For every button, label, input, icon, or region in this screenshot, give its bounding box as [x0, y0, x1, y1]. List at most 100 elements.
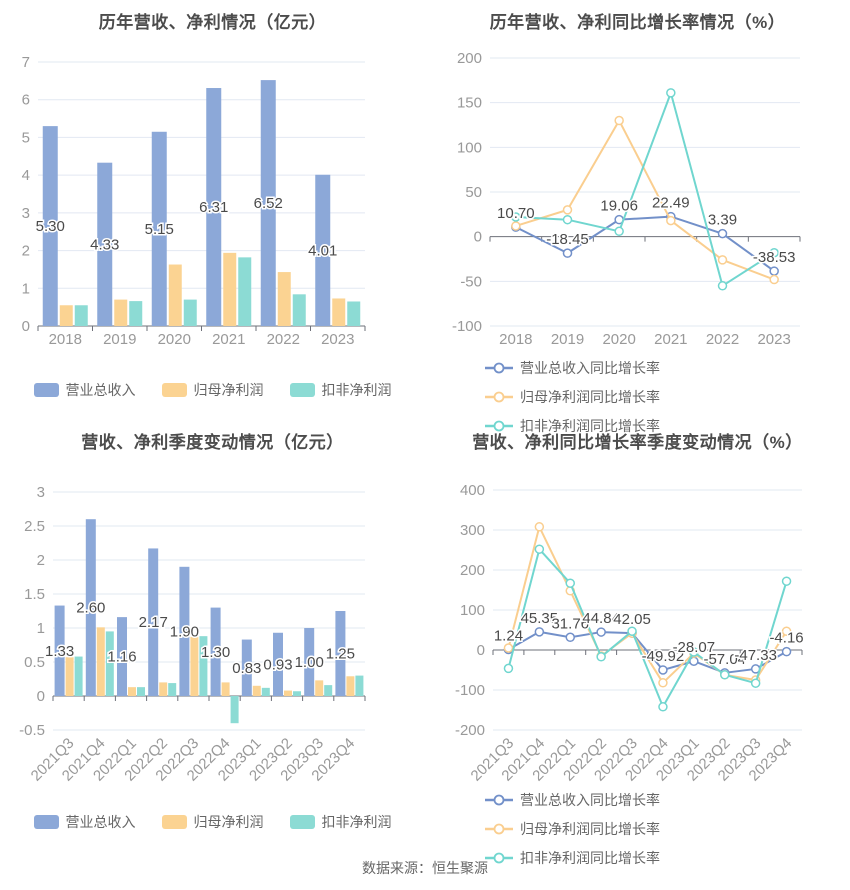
bar — [335, 611, 346, 696]
bar — [168, 264, 182, 326]
data-point-marker — [689, 647, 699, 657]
y-axis-labels: 3 2.5 2 1.5 1 0.5 0 -0.5 — [19, 484, 45, 739]
value-label: 6.52 — [254, 195, 283, 212]
data-point-marker — [658, 665, 668, 675]
y-axis-tick-label: 1.5 — [24, 586, 45, 603]
bar — [117, 617, 127, 696]
x-axis-tick-label: 2022 — [267, 331, 300, 348]
y-axis-tick-label: 0.5 — [24, 654, 45, 671]
value-label: 3.39 — [708, 212, 737, 229]
data-point-marker — [511, 212, 521, 222]
bar — [252, 685, 261, 696]
value-label: 5.15 — [145, 221, 174, 238]
bar — [324, 685, 333, 696]
legend-line-icon — [485, 420, 513, 432]
bar — [346, 676, 355, 696]
bar — [74, 656, 83, 696]
bar — [114, 299, 128, 326]
bar — [347, 301, 361, 326]
legend-line-icon — [485, 391, 513, 403]
data-point-marker — [534, 544, 545, 554]
value-label: 2.17 — [139, 614, 168, 631]
y-axis-tick-label: -50 — [460, 273, 482, 290]
y-axis-tick-label: 0 — [474, 229, 482, 246]
bar — [74, 305, 88, 326]
value-label: 1.00 — [295, 654, 324, 671]
bar — [137, 687, 145, 696]
bar — [183, 299, 197, 326]
bar-series — [54, 519, 346, 696]
legend-item[interactable]: 扣非净利润同比增长率 — [485, 848, 660, 868]
legend-item[interactable]: 归母净利润同比增长率 — [485, 387, 660, 407]
y-axis-tick-label: 7 — [22, 54, 30, 71]
grid-lines — [493, 489, 802, 731]
x-axis-tick-label: 2023 — [321, 331, 354, 348]
bar — [85, 519, 96, 696]
value-label: -18.45 — [546, 231, 589, 248]
bar — [59, 305, 73, 326]
data-point-marker — [562, 214, 573, 225]
legend-item[interactable]: 归母净利润 — [161, 812, 264, 832]
y-axis-tick-label: 2 — [22, 243, 30, 260]
y-axis-tick-label: 4 — [22, 167, 30, 184]
grid-lines — [38, 61, 365, 289]
y-axis-tick-label: 3 — [37, 484, 45, 501]
legend-item[interactable]: 营业总收入 — [33, 380, 136, 400]
x-axis-tick-label: 2019 — [551, 331, 584, 348]
data-point-marker — [658, 678, 668, 688]
bar — [221, 682, 230, 696]
y-axis-tick-label: -200 — [455, 722, 485, 739]
quarterly-amounts-chart: 营收、净利季度变动情况（亿元） 3 2.5 2 1.5 1 0.5 0 -0.5 2021Q3 2… — [0, 420, 425, 865]
bar — [261, 687, 270, 696]
bar — [190, 636, 199, 696]
y-axis-tick-label: 200 — [457, 50, 482, 67]
y-axis-tick-label: 1 — [37, 620, 45, 637]
y-axis-labels: 7 6 5 4 3 2 1 0 — [22, 54, 30, 335]
y-axis-tick-label: 2 — [37, 552, 45, 569]
bar — [168, 683, 177, 696]
data-point-marker — [666, 88, 676, 98]
legend-item[interactable]: 归母净利润同比增长率 — [485, 819, 660, 839]
legend-item[interactable]: 扣非净利润 — [289, 380, 392, 400]
data-point-marker — [565, 632, 575, 643]
legend-item[interactable]: 营业总收入同比增长率 — [485, 790, 660, 810]
y-axis-tick-label: 2.5 — [24, 518, 45, 535]
legend-item[interactable]: 归母净利润 — [161, 380, 264, 400]
bar-series — [74, 257, 361, 326]
value-label: 42.05 — [613, 611, 651, 628]
data-point-marker — [781, 646, 792, 657]
legend-label: 归母净利润 — [193, 382, 264, 398]
bar — [284, 690, 292, 696]
data-point-marker — [781, 576, 792, 586]
y-axis-tick-label: 0 — [37, 688, 45, 705]
legend-line-icon — [485, 852, 513, 864]
bar-series — [42, 80, 331, 326]
value-label: -49.92 — [642, 648, 685, 665]
bar — [238, 257, 252, 326]
data-point-marker — [614, 115, 624, 126]
legend-item[interactable]: 扣非净利润同比增长率 — [485, 416, 660, 436]
x-axis-tick-label: 2021 — [212, 331, 245, 348]
data-point-marker — [717, 255, 728, 265]
data-point-marker — [717, 281, 728, 291]
data-point-marker — [511, 221, 521, 231]
value-label: 45.35 — [521, 610, 559, 627]
line-series — [511, 115, 779, 285]
value-labels: 5.30 4.33 5.15 6.31 6.52 4.01 — [34, 194, 339, 261]
bar — [179, 566, 190, 696]
bar — [304, 628, 315, 696]
line-series — [503, 544, 792, 712]
value-label: 1.33 — [45, 643, 74, 660]
legend-item[interactable]: 营业总收入同比增长率 — [485, 358, 660, 378]
legend-item[interactable]: 扣非净利润 — [289, 812, 392, 832]
value-labels: 1.33 2.60 1.16 2.171.901.300.83 0.93 1.00 1.25 — [43, 598, 356, 678]
legend-label: 扣非净利润同比增长率 — [520, 418, 660, 434]
value-label: 19.06 — [600, 198, 638, 215]
bar — [97, 162, 113, 326]
value-label: -57.04 — [703, 651, 746, 668]
legend-label: 归母净利润同比增长率 — [520, 389, 660, 405]
bar — [241, 639, 252, 696]
quarterly-growth-title: 营收、净利同比增长率季度变动情况（%） — [472, 433, 803, 452]
legend-item[interactable]: 营业总收入 — [33, 812, 136, 832]
x-axis-labels: 2021Q32021Q42022Q12022Q22022Q32022Q42023… — [28, 735, 359, 785]
